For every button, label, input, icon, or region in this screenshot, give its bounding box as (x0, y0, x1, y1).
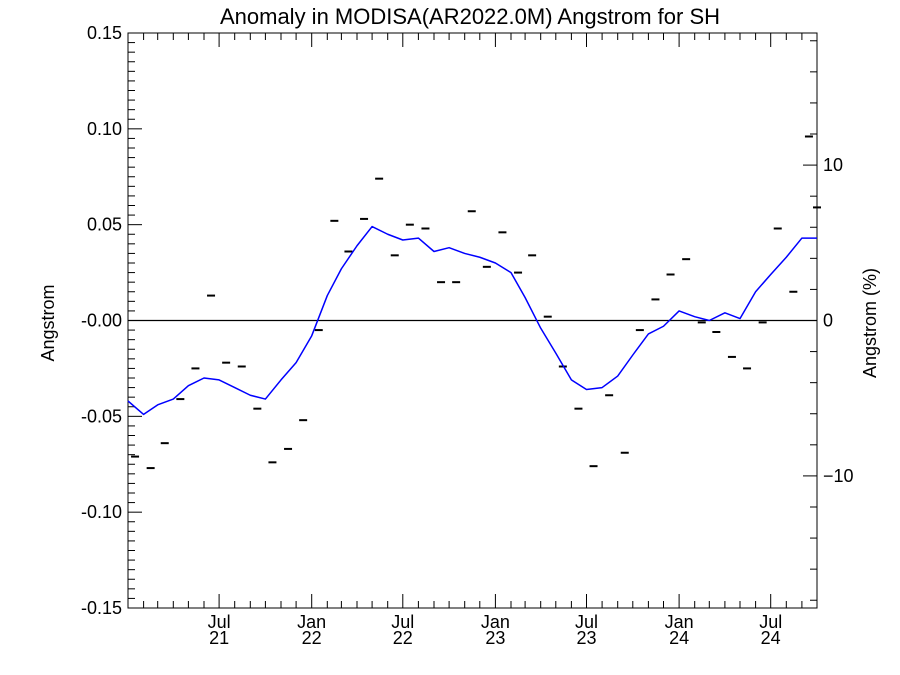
x-axis-month-label: Jan (481, 612, 510, 632)
right-axis-tick-label: 0 (823, 311, 833, 331)
left-axis-tick-label: 0.05 (87, 215, 122, 235)
x-axis-year-label: 24 (761, 628, 781, 648)
right-axis-tick-label: −10 (823, 466, 854, 486)
x-axis-year-label: 23 (576, 628, 596, 648)
left-axis-tick-label: 0.10 (87, 119, 122, 139)
x-axis-month-label: Jul (208, 612, 231, 632)
left-axis-tick-label: 0.15 (87, 23, 122, 43)
plot-area: 0.15 0.10 0.05 -0.00 -0.05 -0.10 -0.15 10 0 −10 Ju… (81, 23, 854, 648)
x-axis-year-label: 22 (302, 628, 322, 648)
left-axis-tick-label: -0.05 (81, 406, 122, 426)
x-axis-year-label: 23 (485, 628, 505, 648)
left-axis-tick-label: -0.00 (81, 311, 122, 331)
x-axis-month-label: Jul (391, 612, 414, 632)
left-axis-tick-label: -0.10 (81, 502, 122, 522)
left-axis-title: Angstrom (38, 284, 58, 361)
x-axis-month-label: Jul (759, 612, 782, 632)
right-axis-title: Angstrom (%) (860, 268, 880, 378)
chart-title: Anomaly in MODISA(AR2022.0M) Angstrom fo… (220, 4, 720, 29)
running-mean-line (127, 225, 817, 416)
left-axis-tick-label: -0.15 (81, 598, 122, 618)
x-axis-month-label: Jan (665, 612, 694, 632)
x-axis-month-label: Jan (297, 612, 326, 632)
x-axis-year-label: 24 (669, 628, 689, 648)
x-axis-year-label: 21 (209, 628, 229, 648)
x-axis-month-label: Jul (575, 612, 598, 632)
right-axis-tick-label: 10 (823, 155, 843, 175)
x-axis-year-label: 22 (393, 628, 413, 648)
